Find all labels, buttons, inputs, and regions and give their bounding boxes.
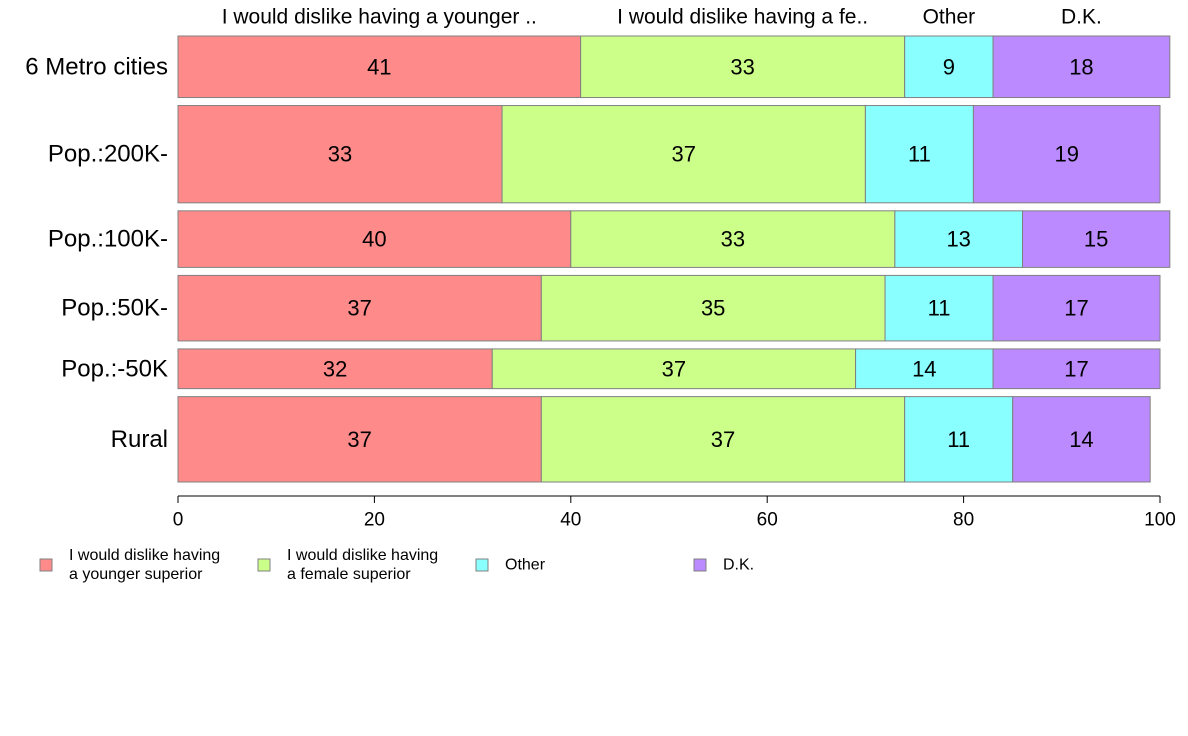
bar-segment xyxy=(177,396,542,483)
bar-segment xyxy=(177,348,493,390)
column-headers: I would dislike having a younger .. I wou… xyxy=(222,6,1102,29)
data-label: 11 xyxy=(928,296,951,321)
bar-segment xyxy=(540,396,906,483)
bar-segment xyxy=(491,348,857,390)
column-header: I would dislike having a younger .. xyxy=(222,6,537,29)
legend-swatch xyxy=(475,558,489,572)
category-label: Pop.:100K- xyxy=(48,226,168,253)
legend-label: I would dislike having xyxy=(69,547,220,564)
data-label: 14 xyxy=(1069,427,1093,452)
data-label: 15 xyxy=(1084,227,1108,252)
bar-segment xyxy=(177,105,503,204)
column-header: Other xyxy=(923,6,976,29)
data-label: 40 xyxy=(362,227,386,252)
bar-row: 37 37 11 14 xyxy=(177,396,1151,483)
data-label: 14 xyxy=(912,356,936,381)
x-tick-label: 80 xyxy=(953,510,974,531)
legend-item: D.K. xyxy=(693,557,754,574)
data-label: 17 xyxy=(1064,296,1088,321)
bar-segment xyxy=(580,35,906,99)
data-label: 13 xyxy=(946,227,970,252)
data-label: 11 xyxy=(908,142,931,167)
bar-segment xyxy=(992,274,1161,342)
x-axis: 0 20 40 60 80 100 xyxy=(173,495,1176,531)
data-label: 33 xyxy=(730,54,754,79)
legend: I would dislike having a younger superior… xyxy=(39,547,754,583)
bar-row: 41 33 9 18 xyxy=(177,35,1171,99)
x-tick-label: 20 xyxy=(364,510,385,531)
data-label: 37 xyxy=(711,427,735,452)
x-tick-label: 0 xyxy=(173,510,184,531)
bar-segment xyxy=(501,105,866,204)
bar-segment xyxy=(864,105,974,204)
bar-row: 37 35 11 17 xyxy=(177,274,1161,342)
legend-swatch xyxy=(257,558,271,572)
bar-segment xyxy=(855,348,994,390)
bar-row: 33 37 11 19 xyxy=(177,105,1161,204)
data-label: 33 xyxy=(328,142,352,167)
category-label: 6 Metro cities xyxy=(25,53,168,80)
legend-swatch xyxy=(693,558,707,572)
legend-label: D.K. xyxy=(723,557,754,574)
legend-item: Other xyxy=(475,557,546,574)
row-labels: 6 Metro cities Pop.:200K- Pop.:100K- Pop.:5… xyxy=(25,53,168,453)
category-label: Rural xyxy=(111,426,168,453)
data-label: 37 xyxy=(671,142,695,167)
bar-segment xyxy=(177,274,542,342)
legend-item: I would dislike having a female superior xyxy=(257,547,438,583)
data-label: 37 xyxy=(347,296,371,321)
data-label: 9 xyxy=(943,54,955,79)
legend-label: I would dislike having xyxy=(287,547,438,564)
category-label: Pop.:-50K xyxy=(61,355,168,382)
bar-segment xyxy=(992,35,1171,99)
data-label: 32 xyxy=(323,356,347,381)
x-tick-label: 60 xyxy=(757,510,778,531)
data-label: 35 xyxy=(701,296,725,321)
data-label: 37 xyxy=(662,356,686,381)
column-header: D.K. xyxy=(1061,6,1102,29)
legend-label: a younger superior xyxy=(69,566,203,583)
data-label: 19 xyxy=(1054,142,1078,167)
bar-segment xyxy=(177,210,572,268)
data-label: 41 xyxy=(367,54,391,79)
x-tick-label: 40 xyxy=(560,510,581,531)
data-label: 11 xyxy=(947,427,970,452)
x-tick-label: 100 xyxy=(1144,510,1176,531)
legend-swatch xyxy=(39,558,53,572)
legend-item: I would dislike having a younger superior xyxy=(39,547,220,583)
bar-segment xyxy=(1012,396,1151,483)
category-label: Pop.:50K- xyxy=(61,295,168,322)
column-header: I would dislike having a fe.. xyxy=(617,6,868,29)
bar-segment xyxy=(992,348,1161,390)
bar-segment xyxy=(540,274,886,342)
data-label: 37 xyxy=(347,427,371,452)
bar-row: 40 33 13 15 xyxy=(177,210,1171,268)
bar-segment xyxy=(904,35,994,99)
bar-segment xyxy=(972,105,1161,204)
category-label: Pop.:200K- xyxy=(48,141,168,168)
bar-segment xyxy=(1022,210,1171,268)
data-label: 33 xyxy=(721,227,745,252)
legend-label: a female superior xyxy=(287,566,411,583)
bar-row: 32 37 14 17 xyxy=(177,348,1161,390)
bar-segment xyxy=(177,35,582,99)
legend-label: Other xyxy=(505,557,546,574)
bar-segment xyxy=(570,210,896,268)
data-label: 17 xyxy=(1064,356,1088,381)
data-label: 18 xyxy=(1069,54,1093,79)
bar-segment xyxy=(904,396,1014,483)
